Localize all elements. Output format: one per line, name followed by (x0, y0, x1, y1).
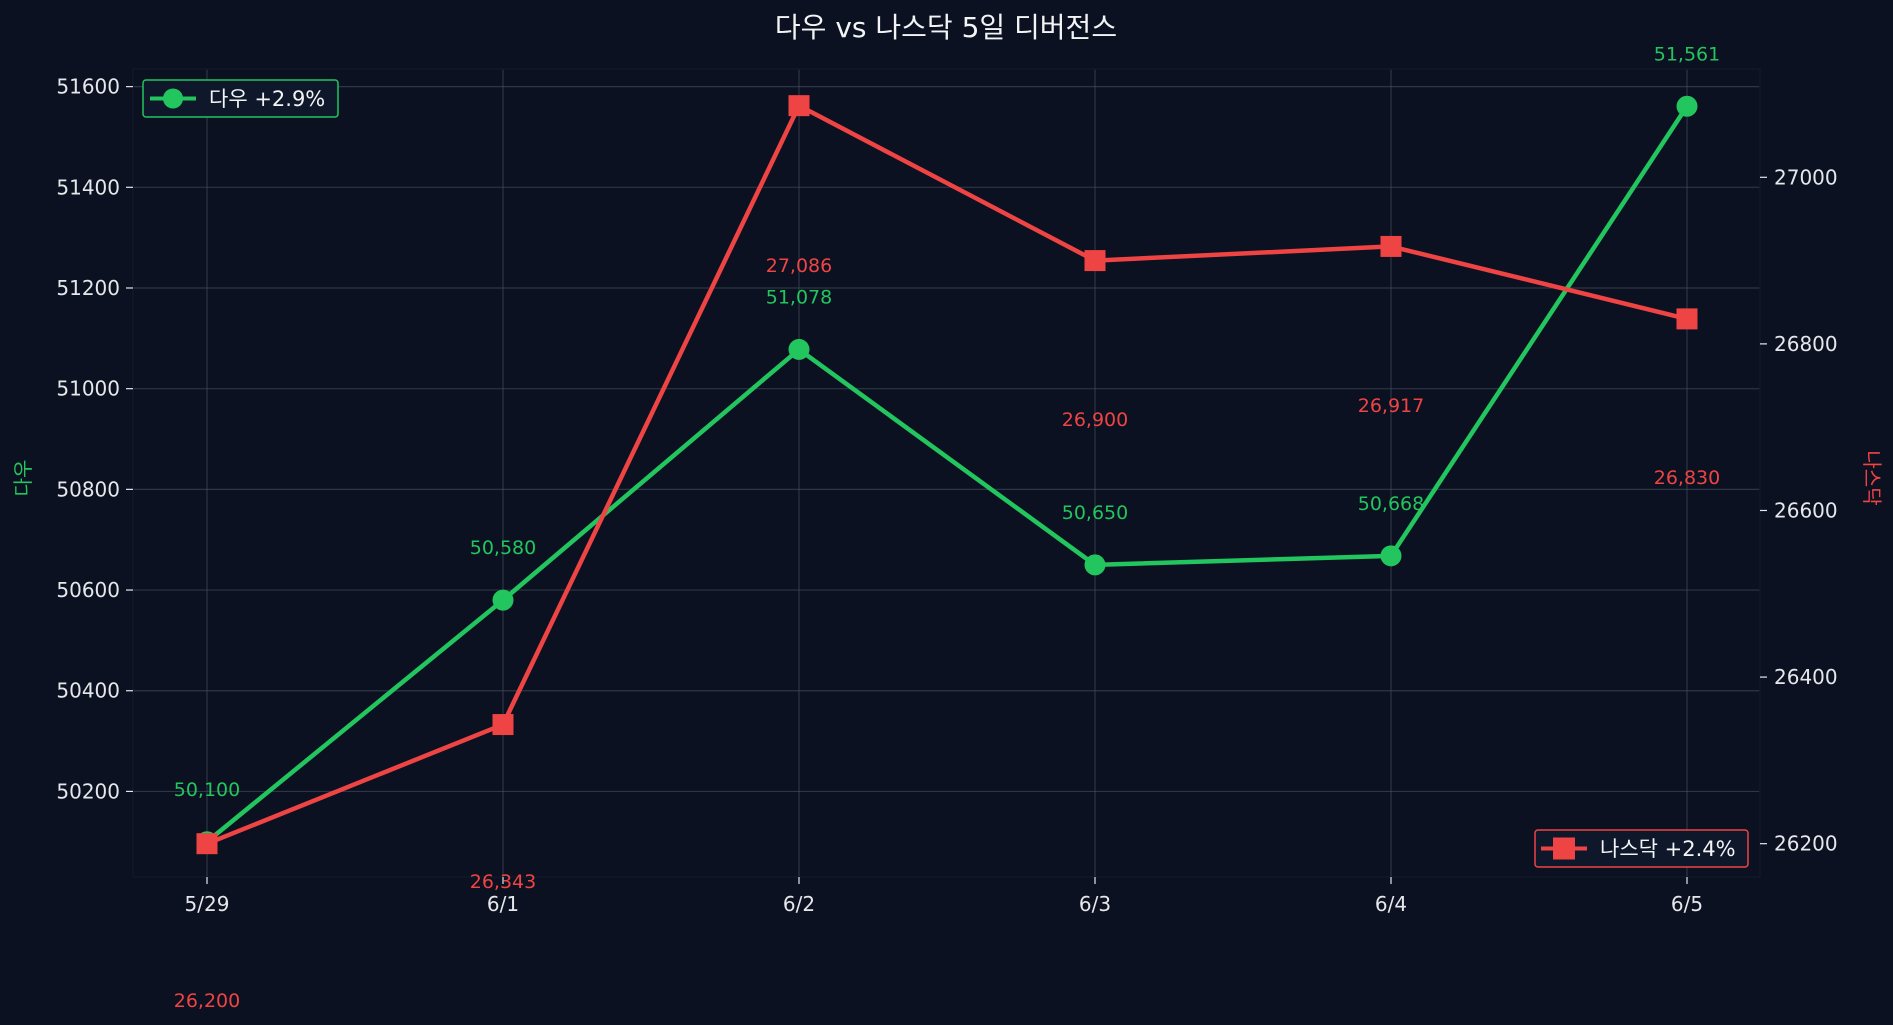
data-point-dow (1676, 95, 1698, 117)
data-point-nasdaq (1084, 250, 1106, 272)
data-label-dow: 51,561 (1654, 43, 1720, 65)
data-labels: 50,100 50,580 51,078 50,650 50,668 51,561 26,2… (174, 43, 1720, 1012)
y-right-tick-label: 26400 (1774, 665, 1838, 689)
data-label-nasdaq: 26,200 (174, 990, 240, 1012)
legend-dow: 다우 +2.9% (142, 79, 339, 118)
data-label-nasdaq: 26,830 (1654, 467, 1720, 489)
data-label-dow: 50,580 (470, 537, 536, 559)
legend-nasdaq-label: 나스닥 +2.4% (1600, 837, 1736, 861)
y-right-tick-label: 26800 (1774, 332, 1838, 356)
data-label-dow: 50,650 (1062, 502, 1128, 524)
data-label-nasdaq: 26,900 (1062, 409, 1128, 431)
grid (133, 69, 1760, 877)
data-label-dow: 51,078 (766, 286, 832, 308)
y-left-tick-label: 51400 (56, 175, 120, 199)
x-tick-label: 5/29 (185, 892, 230, 916)
y-left-tick-label: 51600 (56, 75, 120, 99)
legend-dow-label: 다우 +2.9% (209, 87, 325, 111)
chart-title: 다우 vs 나스닥 5일 디버전스 (775, 11, 1117, 44)
legend-nasdaq-box (1534, 829, 1749, 868)
data-point-nasdaq (1676, 308, 1698, 330)
x-tick-label: 6/1 (487, 892, 519, 916)
y-axis-right-label: 나스닥 (1860, 450, 1884, 505)
data-label-dow: 50,100 (174, 779, 240, 801)
y-axis-left-label: 다우 (11, 460, 35, 497)
legend-dow-marker (163, 88, 183, 109)
data-point-dow (1084, 554, 1106, 576)
y-right-tick-label: 27000 (1774, 165, 1838, 189)
data-point-dow (1380, 545, 1402, 567)
data-label-dow: 50,668 (1358, 493, 1424, 515)
y-right-tick-label: 26200 (1774, 832, 1838, 856)
data-label-nasdaq: 27,086 (766, 255, 832, 277)
data-point-dow (788, 338, 810, 360)
data-point-dow (492, 589, 514, 611)
x-axis: 5/29 6/1 6/2 6/3 6/4 6/5 (185, 877, 1703, 916)
x-tick-label: 6/4 (1375, 892, 1407, 916)
data-point-nasdaq (1380, 235, 1402, 257)
y-left-tick-label: 50200 (56, 779, 120, 803)
x-tick-label: 6/5 (1671, 892, 1703, 916)
legend-nasdaq-marker (1553, 837, 1575, 860)
y-left-tick-label: 51200 (56, 276, 120, 300)
legend-dow-box (142, 79, 339, 118)
data-point-nasdaq (196, 833, 218, 855)
series-line-dow (205, 105, 1689, 844)
y-left-tick-label: 50600 (56, 578, 120, 602)
data-label-nasdaq: 26,917 (1358, 395, 1424, 417)
data-label-nasdaq: 26,343 (470, 871, 536, 893)
series-line-nasdaq (206, 103, 1688, 846)
y-left-tick-label: 51000 (56, 377, 120, 401)
legend-nasdaq: 나스닥 +2.4% (1534, 829, 1749, 868)
x-tick-label: 6/3 (1079, 892, 1111, 916)
data-point-nasdaq (788, 95, 810, 117)
data-point-nasdaq (492, 714, 514, 736)
y-axis-right: 26200 26400 26600 26800 27000 (1760, 165, 1838, 856)
y-right-tick-label: 26600 (1774, 498, 1838, 522)
plot-frame (132, 68, 1761, 878)
series-layer (196, 95, 1698, 855)
y-left-tick-label: 50800 (56, 477, 120, 501)
y-left-tick-label: 50400 (56, 679, 120, 703)
y-axis-left: 50200 50400 50600 50800 51000 51200 51400 51600 (56, 75, 133, 803)
x-tick-label: 6/2 (783, 892, 815, 916)
